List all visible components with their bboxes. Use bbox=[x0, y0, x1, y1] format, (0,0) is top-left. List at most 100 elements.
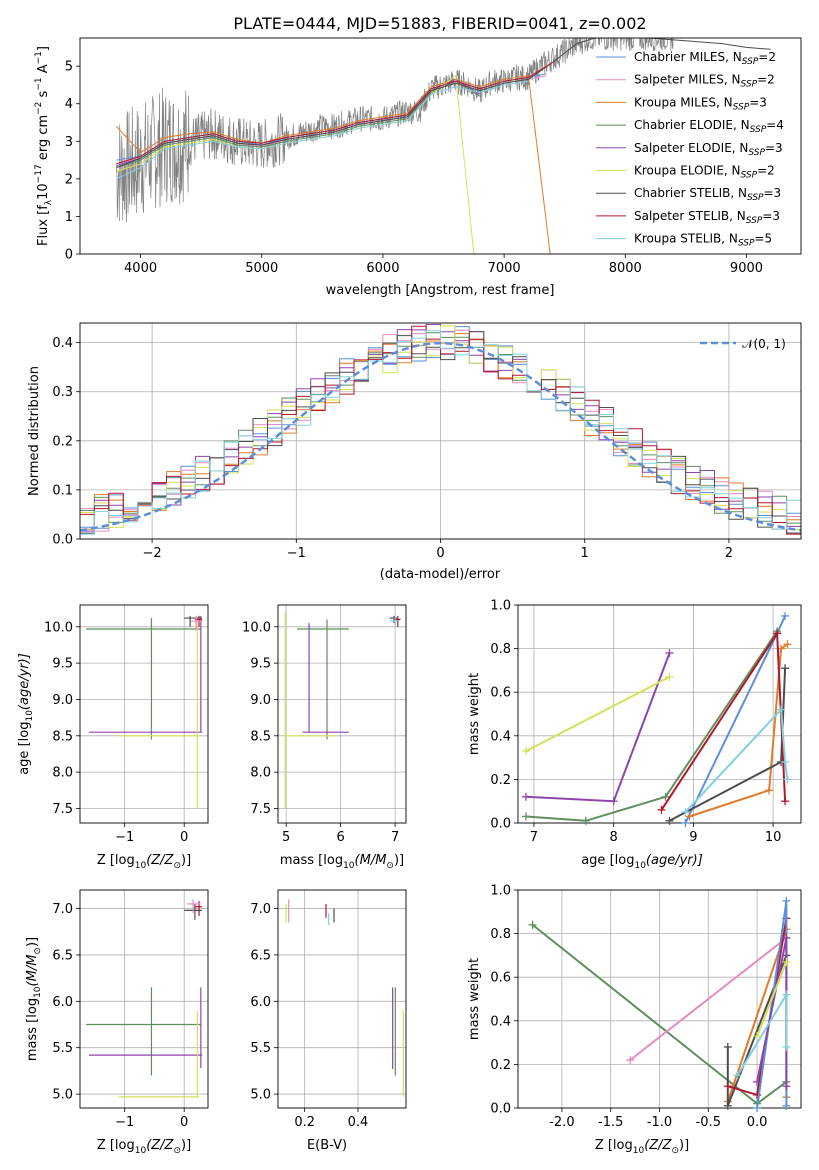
y-tick-label: 0.8 bbox=[490, 642, 511, 657]
grid bbox=[278, 890, 406, 1108]
mass-weight-line bbox=[525, 676, 670, 752]
residuals-legend: 𝒩(0, 1) bbox=[700, 337, 786, 351]
legend-label: Salpeter STELIB, NSSP=3 bbox=[634, 209, 780, 226]
y-tick-label: 0.2 bbox=[52, 434, 73, 449]
errorbar-point bbox=[118, 1010, 200, 1098]
errorbar-point bbox=[191, 615, 203, 631]
y-tick-label: 0.6 bbox=[490, 971, 511, 986]
legend-label: Kroupa MILES, NSSP=3 bbox=[634, 95, 767, 112]
x-tick-label: −1 bbox=[287, 546, 306, 561]
figure-title: PLATE=0444, MJD=51883, FIBERID=0041, z=0… bbox=[233, 14, 646, 33]
x-tick-label: -1.5 bbox=[598, 1115, 623, 1130]
x-tick-label: −1 bbox=[115, 830, 134, 845]
massE-x-label: E(B-V) bbox=[307, 1138, 347, 1153]
x-tick-label: 6000 bbox=[366, 261, 399, 276]
model-spectrum-line bbox=[116, 38, 771, 169]
y-tick-label: 10.0 bbox=[44, 620, 73, 635]
axes: 0.2 0.4 5.0 5.5 6.0 6.5 7.0 bbox=[250, 889, 407, 1130]
y-tick-label: 7.0 bbox=[52, 902, 73, 917]
model-spectrum-line bbox=[116, 80, 481, 169]
y-tick-label: 0 bbox=[65, 248, 73, 263]
axes-frame bbox=[79, 889, 209, 1109]
ageM-x-label: mass [log10(M/M⊙)] bbox=[280, 853, 404, 871]
y-tick-label: 5.0 bbox=[52, 1088, 73, 1103]
age-vs-mass-panel: 5 6 7 7.5 8.0 8.5 9.0 9.5 10.0 bbox=[242, 604, 407, 845]
x-tick-label: 5 bbox=[282, 830, 290, 845]
errorbar-point bbox=[88, 987, 203, 1069]
y-tick-label: 6.5 bbox=[250, 948, 271, 963]
axes: −1 0 7.5 8.0 8.5 9.0 9.5 10.0 bbox=[44, 604, 209, 845]
x-tick-label: 0.2 bbox=[294, 1115, 315, 1130]
errorbars bbox=[284, 612, 401, 809]
y-tick-label: 8.0 bbox=[250, 766, 271, 781]
axes-frame bbox=[79, 37, 802, 255]
errorbar-point bbox=[85, 987, 201, 1076]
x-tick-label: 0 bbox=[436, 546, 444, 561]
y-tick-label: 4 bbox=[65, 97, 73, 112]
errorbars bbox=[85, 615, 203, 809]
model-spectrum-line bbox=[116, 61, 553, 165]
y-tick-label: 1.0 bbox=[490, 884, 511, 899]
axes-frame bbox=[79, 322, 802, 540]
y-tick-label: 0.4 bbox=[490, 1014, 511, 1029]
residuals-y-label: Normed distribution bbox=[27, 366, 42, 496]
y-tick-label: 7.5 bbox=[52, 802, 73, 817]
y-tick-label: 0.8 bbox=[490, 927, 511, 942]
errorbars bbox=[285, 899, 404, 1097]
mass-vs-metallicity-panel: −1 0 5.0 5.5 6.0 6.5 7.0 bbox=[52, 889, 209, 1130]
y-tick-label: 7.5 bbox=[250, 802, 271, 817]
residuals-x-label: (data-model)/error bbox=[380, 567, 501, 582]
y-tick-label: 6.0 bbox=[52, 995, 73, 1010]
model-spectrum-line bbox=[116, 80, 529, 180]
legend-label: Chabrier MILES, NSSP=2 bbox=[634, 50, 776, 67]
y-tick-label: 0.6 bbox=[490, 686, 511, 701]
errorbars bbox=[85, 899, 203, 1098]
mwZ-x-label: Z [log10(Z/Z⊙)] bbox=[595, 1138, 689, 1156]
ageZ-x-label: Z [log10(Z/Z⊙)] bbox=[97, 853, 191, 871]
x-tick-label: 9000 bbox=[730, 261, 763, 276]
errorbar-point bbox=[302, 623, 349, 733]
spectrum-plot-area bbox=[116, 38, 771, 254]
x-tick-label: −1 bbox=[115, 1115, 134, 1130]
mwZ-y-label: mass weight bbox=[467, 958, 482, 1040]
y-tick-label: 6.0 bbox=[250, 995, 271, 1010]
spectrum-x-label: wavelength [Angstrom, rest frame] bbox=[326, 283, 555, 298]
legend-label: Kroupa ELODIE, NSSP=2 bbox=[634, 164, 775, 181]
axes: -2.0 -1.5 -1.0 -0.5 0.0 0.0 0.2 0.4 0.6 0.8 1.0 bbox=[490, 884, 802, 1130]
y-tick-label: 0.1 bbox=[52, 483, 73, 498]
errorbar-point bbox=[118, 619, 200, 809]
y-tick-label: 3 bbox=[65, 135, 73, 150]
mass-weight-line bbox=[629, 937, 788, 1061]
y-tick-label: 10.0 bbox=[242, 620, 271, 635]
mass-weight-vs-metallicity-panel: -2.0 -1.5 -1.0 -0.5 0.0 0.0 0.2 0.4 0.6 0.8 1.0 bbox=[490, 884, 802, 1130]
y-tick-label: 0.3 bbox=[52, 385, 73, 400]
y-tick-label: 7.0 bbox=[250, 902, 271, 917]
x-tick-label: 5000 bbox=[245, 261, 278, 276]
grid bbox=[278, 605, 406, 823]
mass-weight-line bbox=[689, 643, 788, 818]
model-spectrum-line bbox=[116, 75, 551, 254]
y-tick-label: 9.0 bbox=[250, 693, 271, 708]
grid bbox=[80, 605, 208, 823]
x-tick-label: 10 bbox=[765, 830, 782, 845]
y-tick-label: 0.0 bbox=[490, 817, 511, 832]
x-tick-label: 7000 bbox=[488, 261, 521, 276]
y-tick-label: 2 bbox=[65, 172, 73, 187]
mass-vs-ebv-panel: 0.2 0.4 5.0 5.5 6.0 6.5 7.0 bbox=[250, 889, 407, 1130]
errorbar-point bbox=[284, 612, 336, 809]
y-tick-label: 1 bbox=[65, 210, 73, 225]
y-tick-label: 0.2 bbox=[490, 1058, 511, 1073]
residuals-panel: −2 −1 0 1 2 0.0 0.1 0.2 0.3 0.4 𝒩(0, 1) (data-mod… bbox=[27, 322, 802, 582]
y-tick-label: 0.0 bbox=[52, 533, 73, 548]
y-tick-label: 6.5 bbox=[52, 948, 73, 963]
x-tick-label: 7 bbox=[391, 830, 399, 845]
legend-label: Kroupa STELIB, NSSP=5 bbox=[634, 232, 772, 249]
x-tick-label: 2 bbox=[725, 546, 733, 561]
series bbox=[528, 896, 791, 1112]
y-tick-label: 5.0 bbox=[250, 1088, 271, 1103]
residual-histogram-step bbox=[80, 330, 801, 535]
y-tick-label: 8.5 bbox=[250, 729, 271, 744]
y-tick-label: 0.4 bbox=[490, 729, 511, 744]
massZ-x-label: Z [log10(Z/Z⊙)] bbox=[97, 1138, 191, 1156]
